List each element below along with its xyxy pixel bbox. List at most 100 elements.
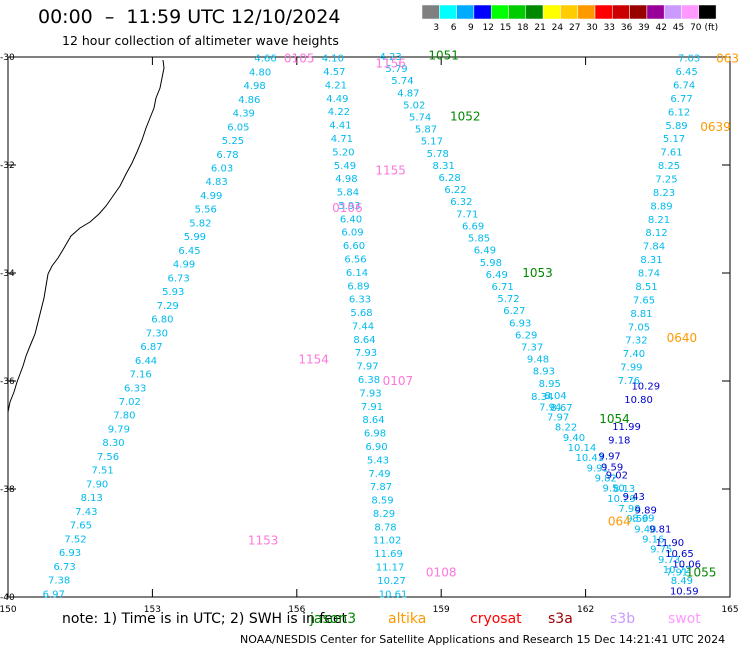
wave-height-value: 9.91 [587, 463, 609, 474]
wave-height-value: 5.02 [403, 100, 425, 111]
wave-height-value: 7.93 [359, 388, 381, 399]
wave-height-value: 10.72 [663, 565, 692, 576]
wave-height-value: 8.22 [555, 423, 577, 434]
satellite-s3a: s3a [548, 611, 573, 627]
lat-label: -32 [0, 161, 15, 171]
wave-height-value: 7.56 [97, 452, 119, 463]
wave-height-value: 9.79 [108, 424, 130, 435]
wave-height-value: 9.50 [602, 484, 624, 495]
wave-height-value: 7.43 [75, 507, 97, 518]
lat-label: -36 [0, 377, 15, 387]
legend-swatch [560, 4, 578, 20]
wave-height-value: 6.28 [438, 173, 460, 184]
wave-height-value: 4.39 [233, 109, 255, 120]
wave-height-value: 8.64 [362, 415, 384, 426]
legend-swatch [612, 4, 630, 20]
wave-height-value: 10.59 [670, 587, 699, 598]
wave-height-value: 5.17 [421, 137, 443, 148]
wave-height-value: 7.94 [539, 402, 561, 413]
wave-height-value: 9.82 [595, 474, 617, 485]
wave-height-value: 6.97 [43, 589, 65, 600]
lat-label: -38 [0, 485, 15, 495]
wave-height-value: 10.27 [377, 576, 406, 587]
legend-swatch [456, 4, 475, 20]
wave-height-value: 4.87 [397, 88, 419, 99]
legend-swatch [594, 4, 613, 20]
wave-height-value: 9.40 [634, 524, 656, 535]
wave-height-value: 9.75 [650, 545, 672, 556]
wave-height-value: 7.99 [620, 363, 642, 374]
wave-height-value: 7.65 [70, 521, 92, 532]
legend-bin-label: 70 [690, 23, 702, 33]
legend-bin-label: 27 [569, 23, 580, 33]
legend-swatch [490, 4, 509, 20]
pass-time-label: 1053 [522, 266, 553, 280]
pass-time-label: 1156 [375, 56, 406, 70]
lon-label: 156 [288, 605, 305, 615]
pass-time-label: 064 [608, 514, 631, 528]
wave-height-value: 5.99 [184, 232, 206, 243]
wave-height-value: 6.93 [509, 318, 531, 329]
pass-time-label: 0106 [332, 201, 363, 215]
wave-height-value: 9.16 [642, 535, 664, 546]
legend-swatch [421, 4, 440, 20]
wave-height-value: 7.25 [655, 175, 677, 186]
wave-height-value: 5.17 [663, 134, 685, 145]
satellite-swot: swot [668, 611, 701, 627]
wave-height-value: 6.03 [211, 164, 233, 175]
pass-time-label: 1154 [298, 352, 329, 366]
satellite-s3b: s3b [610, 611, 636, 627]
wave-height-value: 7.71 [456, 209, 478, 220]
legend-swatch [525, 4, 544, 20]
lat-label: -30 [0, 53, 15, 63]
altimeter-tracks: 4.66 4.80 4.98 4.86 4.39 6.05 5.25 6.78 6.03 4.83… [43, 52, 701, 600]
map-border [7, 56, 731, 598]
legend-swatch [663, 4, 682, 20]
lon-label: 159 [433, 605, 450, 615]
wave-height-value: 5.87 [415, 125, 437, 136]
wave-height-value: 7.44 [352, 321, 374, 332]
wave-height-value: 8.31 [640, 255, 662, 266]
wave-height-value: 4.99 [200, 191, 222, 202]
wave-height-value: 8.31 [433, 161, 455, 172]
pass-time-label: 1052 [450, 109, 481, 123]
wave-height-value: 10.65 [665, 549, 694, 560]
wave-height-value: 7.29 [157, 301, 179, 312]
wave-height-value: 6.09 [341, 228, 363, 239]
wave-height-value: 6.74 [673, 80, 695, 91]
wave-height-value: 5.72 [497, 294, 519, 305]
legend-swatch [681, 4, 700, 20]
pass-time-label: 0107 [383, 374, 414, 388]
wave-height-value: 6.49 [474, 246, 496, 257]
wave-height-value: 6.78 [216, 150, 238, 161]
wave-height-value: 8.64 [353, 335, 375, 346]
wave-height-value: 7.65 [633, 295, 655, 306]
wave-height-value: 7.98 [618, 504, 640, 515]
pass-time-label: 1054 [599, 412, 630, 426]
wave-height-value: 4.80 [249, 67, 271, 78]
wave-height-value: 8.30 [102, 438, 124, 449]
pass-time-label: 0639 [700, 120, 731, 134]
wave-height-value: 5.49 [334, 161, 356, 172]
wave-height-value: 4.49 [326, 94, 348, 105]
wave-height-value: 7.84 [643, 242, 665, 253]
wave-height-value: 7.93 [355, 348, 377, 359]
lon-label: 165 [721, 605, 738, 615]
wave-height-value: 7.76 [618, 376, 640, 387]
wave-height-value: 7.03 [678, 54, 700, 65]
wave-height-value: 4.57 [323, 67, 345, 78]
wave-height-value: 8.13 [613, 484, 635, 495]
wave-height-value: 5.25 [222, 136, 244, 147]
map-subtitle: 12 hour collection of altimeter wave hei… [62, 33, 339, 48]
pass-time-label: 1055 [686, 566, 717, 580]
wave-height-value: 4.66 [254, 54, 276, 65]
wave-height-value: 8.12 [645, 228, 667, 239]
wave-height-value: 6.71 [491, 282, 513, 293]
wave-height-value: 11.90 [656, 538, 685, 549]
wave-height-value: 4.23 [380, 52, 402, 63]
legend-bin-label: 45 [673, 23, 684, 33]
wave-height-value: 6.69 [462, 221, 484, 232]
wave-height-value: 6.93 [59, 548, 81, 559]
legend-swatch [473, 4, 492, 20]
